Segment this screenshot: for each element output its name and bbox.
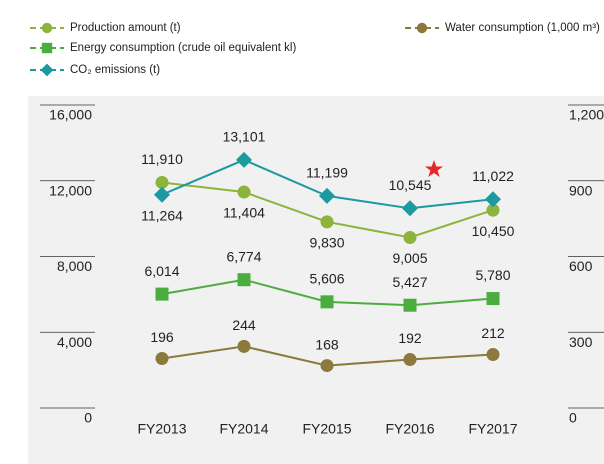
y2-tick-label: 900 — [569, 182, 593, 198]
data-label: 6,774 — [226, 248, 261, 264]
y2-tick-label: 600 — [569, 258, 593, 274]
data-point — [486, 203, 500, 217]
data-label: 196 — [150, 329, 174, 345]
y-tick-label: 0 — [84, 410, 92, 426]
x-tick-label: FY2017 — [468, 421, 517, 437]
data-label: 6,014 — [144, 263, 179, 279]
data-point — [237, 339, 251, 353]
legend-marker — [41, 22, 53, 34]
data-label: 11,910 — [141, 151, 183, 167]
y2-tick-label: 1,200 — [569, 107, 604, 123]
legend-label: CO₂ emissions (t) — [70, 64, 160, 76]
data-point — [486, 347, 500, 361]
plot-background — [28, 96, 604, 464]
data-point — [403, 230, 417, 244]
data-label: 9,005 — [392, 250, 427, 266]
data-point — [155, 175, 169, 189]
y-tick-label: 8,000 — [57, 258, 92, 274]
data-label: 5,427 — [392, 274, 427, 290]
data-point — [237, 273, 251, 287]
x-tick-label: FY2016 — [385, 421, 434, 437]
legend-label: Production amount (t) — [70, 22, 181, 34]
data-label: 9,830 — [309, 235, 344, 251]
data-label: 13,101 — [223, 129, 266, 145]
data-label: 10,545 — [389, 177, 432, 193]
x-tick-label: FY2015 — [302, 421, 351, 437]
data-point — [486, 292, 500, 306]
legend-marker — [40, 63, 54, 77]
data-point — [155, 352, 169, 366]
data-point — [485, 191, 501, 208]
data-label: 212 — [481, 325, 505, 341]
y2-tick-label: 0 — [569, 410, 577, 426]
data-label: 5,606 — [309, 271, 344, 287]
data-point — [402, 200, 418, 217]
data-point — [155, 287, 169, 301]
data-point — [320, 295, 334, 309]
data-label: 11,199 — [306, 165, 348, 181]
y-tick-label: 16,000 — [49, 107, 92, 123]
legend-label: Energy consumption (crude oil equivalent… — [70, 42, 296, 54]
data-point — [320, 359, 334, 373]
data-label: 10,450 — [472, 223, 515, 239]
y-tick-label: 12,000 — [49, 182, 92, 198]
x-tick-label: FY2013 — [137, 421, 186, 437]
y-tick-label: 4,000 — [57, 334, 92, 350]
data-point — [319, 187, 335, 204]
data-label: 11,022 — [472, 168, 514, 184]
legend-marker — [416, 22, 428, 34]
data-label: 244 — [232, 317, 256, 333]
data-label: 11,264 — [141, 207, 183, 223]
annotation-star — [425, 160, 443, 177]
legend-marker — [41, 42, 53, 54]
y2-tick-label: 300 — [569, 334, 593, 350]
legend-label: Water consumption (1,000 m³) — [445, 22, 600, 34]
data-point — [403, 298, 417, 312]
data-point — [154, 186, 170, 203]
data-point — [237, 185, 251, 199]
data-point — [236, 151, 252, 168]
data-label: 192 — [398, 330, 422, 346]
x-tick-label: FY2014 — [219, 421, 268, 437]
data-point — [403, 353, 417, 367]
data-label: 168 — [315, 336, 339, 352]
data-point — [320, 215, 334, 229]
data-label: 5,780 — [475, 267, 510, 283]
data-label: 11,404 — [223, 205, 265, 221]
